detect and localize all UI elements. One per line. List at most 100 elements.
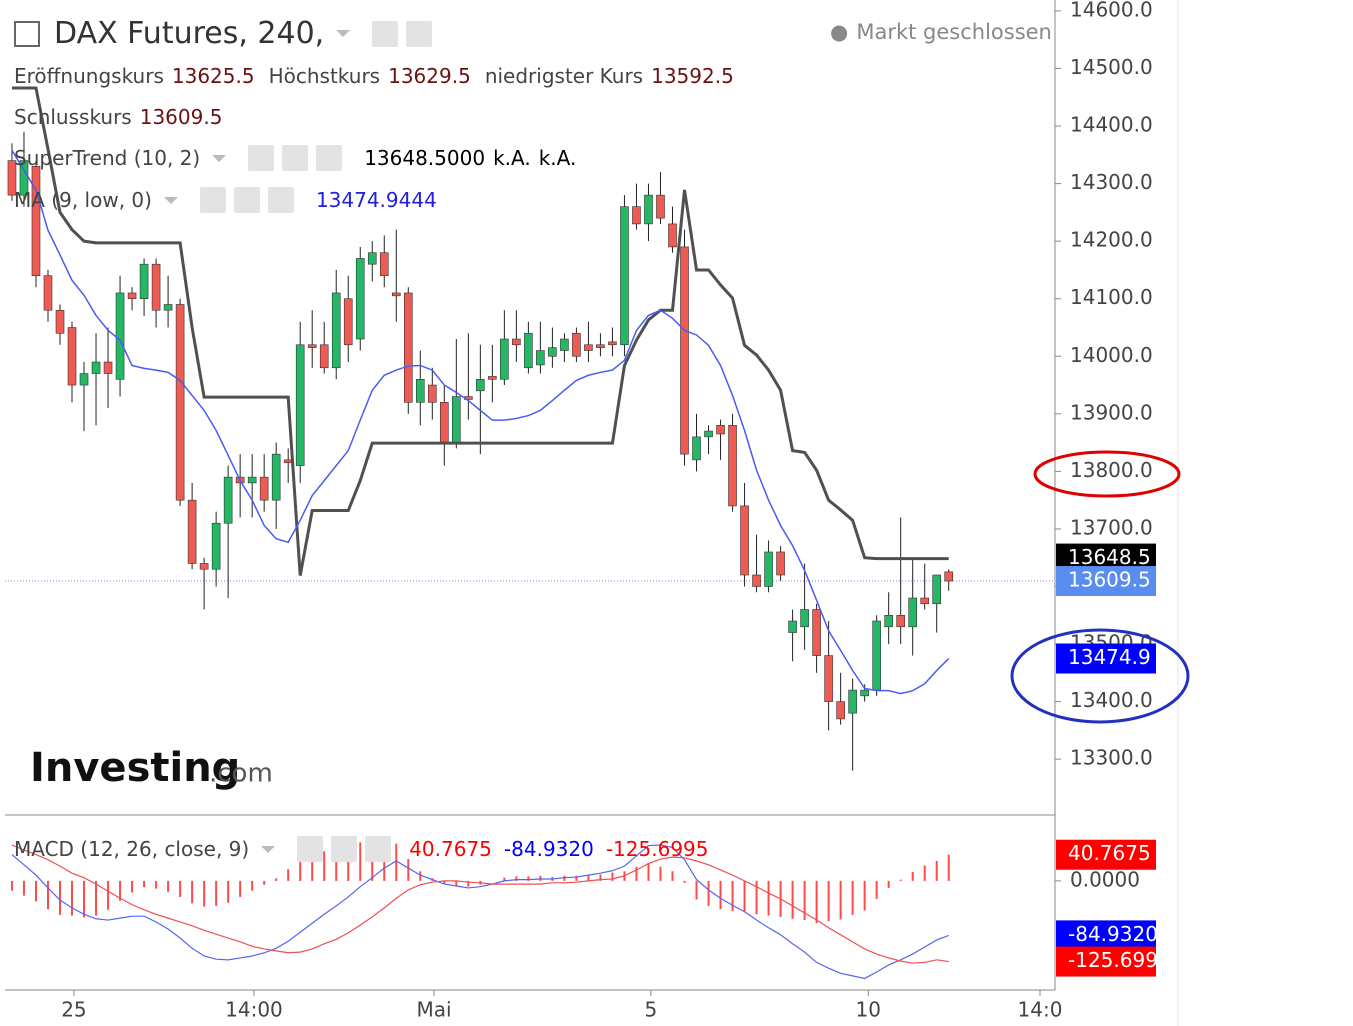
macd-label-text: -84.9320 [1068,922,1158,946]
candle-body [800,609,809,628]
histogram-bar [719,880,722,910]
gear-icon[interactable] [282,145,309,171]
candle-body [560,338,569,351]
candle-body [43,275,53,311]
candle-body [223,476,233,524]
eye-icon[interactable] [199,187,226,213]
collapse-box[interactable] [14,20,40,47]
histogram-bar [10,880,13,891]
macd-line [11,844,949,980]
candle-body [740,505,749,576]
gear-icon[interactable] [406,20,433,47]
remove-icon[interactable] [365,836,392,862]
candle-body [848,689,857,714]
eye-icon[interactable] [248,145,275,171]
x-tick-label: 25 [61,998,86,1022]
candle-body [391,292,401,297]
indicator-row: SuperTrend (10, 2) 13648.5000 k.A. k.A. [14,145,576,171]
histogram-bar [671,871,674,881]
candle-body [211,522,221,570]
price-label-text: 13474.9 [1068,645,1151,669]
title-row: DAX Futures, 240, [14,16,433,51]
candle-body [259,476,269,501]
histogram-bar [347,844,350,881]
macd-value: -84.9320 [503,837,594,861]
x-tick-label: 10 [856,998,881,1022]
overlay-line [11,149,950,695]
y-tick-label: 13700.0 [1070,515,1153,539]
menu-chevron[interactable] [163,196,178,204]
menu-chevron[interactable] [261,845,276,853]
histogram-bar [563,875,566,881]
menu-chevron[interactable] [212,154,227,162]
candle-body [199,563,209,570]
candle-body [403,292,413,403]
histogram-bar [215,880,218,906]
candle-body [500,338,509,380]
candle-body [572,332,581,357]
ohlc-value: 13609.5 [139,105,223,129]
remove-icon[interactable] [267,187,294,213]
histogram-bar [851,880,854,915]
candle-body [644,194,653,225]
gear-icon[interactable] [233,187,260,213]
histogram-bar [275,878,278,881]
histogram-bar [467,880,470,887]
macd-label [1056,920,1156,951]
histogram-bar [923,865,926,881]
histogram-bar [251,880,254,891]
histogram-bar [419,871,422,881]
x-tick-label: 14:0 [1018,998,1063,1022]
ohlc-name: Schlusskurs [14,105,132,129]
histogram-bar [179,880,182,897]
histogram-bar [239,880,242,897]
candle-body [127,292,137,300]
price-label [1056,643,1156,674]
eye-icon[interactable] [297,836,324,862]
ohlc-name: Höchstkurs [268,64,381,88]
histogram-bar [731,880,734,912]
ohlc-value: 13592.5 [651,64,734,88]
candle-body [476,378,485,392]
candle-body [55,309,65,334]
histogram-bar [947,854,950,881]
candle-body [295,344,305,466]
macd-value: 40.7675 [409,837,492,861]
histogram-bar [203,880,206,907]
ohlc-value: 13629.5 [388,64,471,88]
histogram-bar [635,866,638,881]
ohlc-value: 13625.5 [171,64,255,88]
candle-body [656,194,665,219]
candle-body [452,396,461,443]
histogram-bar [899,879,902,881]
y-tick-label: 14000.0 [1070,343,1153,367]
candle-body [776,551,785,576]
y-tick-label: 14300.0 [1070,170,1153,194]
price-label-text: 13609.5 [1068,568,1151,592]
indicator-name: MA (9, low, 0) [14,188,152,212]
candle-body [908,597,917,628]
candle-body [428,384,437,403]
y-tick-label: 13800.0 [1070,458,1153,482]
candle-body [524,332,533,369]
histogram-bar [311,855,314,881]
candle-body [764,551,773,587]
macd-values: 40.7675 -84.9320 -125.6995 [409,837,708,861]
remove-icon[interactable] [316,145,343,171]
candle-body [115,292,125,380]
ohlc-name: Eröffnungskurs [14,64,164,88]
menu-chevron[interactable] [336,30,351,37]
eye-icon[interactable] [372,20,399,47]
histogram-bar [755,880,758,915]
indicator-value: 13648.5000 [364,146,486,170]
y-tick-label: 14200.0 [1070,228,1153,252]
candle-body [728,425,737,507]
gear-icon[interactable] [331,836,358,862]
histogram-bar [143,880,146,888]
candle-body [944,571,954,582]
candle-body [692,436,701,461]
macd-legend: MACD (12, 26, close, 9) 40.7675 -84.9320-… [14,836,709,862]
macd-label-text: -125.6995 [1068,948,1171,972]
histogram-bar [107,880,110,910]
